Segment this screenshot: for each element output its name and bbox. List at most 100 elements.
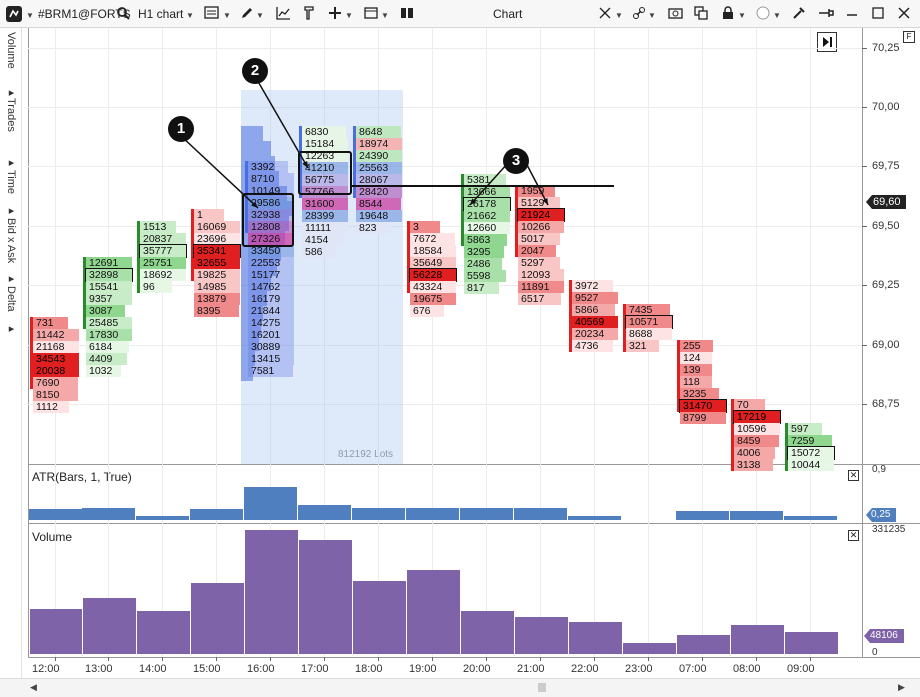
footprint-cell[interactable]: 8688 [626, 328, 672, 340]
footprint-cell[interactable]: 15184 [302, 138, 348, 150]
footprint-cell[interactable]: 7690 [33, 377, 78, 389]
footprint-cell[interactable]: 19648 [356, 210, 402, 222]
side-tab-delta[interactable]: Delta [5, 286, 17, 312]
footprint-cell[interactable]: 118 [680, 376, 712, 388]
footprint-cell[interactable]: 731 [33, 317, 68, 329]
side-tab-trades[interactable]: Trades [5, 98, 17, 132]
footprint-cell[interactable]: 33450 [248, 245, 294, 257]
side-tab-bidask[interactable]: Bid x Ask [5, 218, 17, 264]
crosshair-icon[interactable] [328, 6, 342, 22]
footprint-cell[interactable]: 10571 [625, 315, 673, 329]
footprint-cell[interactable]: 3235 [680, 388, 719, 400]
timeframe-selector[interactable]: H1 chart [138, 7, 184, 21]
footprint-cell[interactable]: 25563 [356, 162, 402, 174]
footprint-cell[interactable]: 676 [410, 305, 444, 317]
footprint-cell[interactable]: 139 [680, 364, 712, 376]
footprint-cell[interactable]: 12808 [248, 221, 294, 233]
footprint-cell[interactable]: 3138 [734, 459, 773, 471]
footprint-cell[interactable]: 16069 [194, 221, 240, 233]
horizontal-scrollbar[interactable]: ◀ ▶ [0, 678, 920, 697]
footprint-cell[interactable]: 1513 [140, 221, 176, 233]
footprint-cell[interactable]: 11891 [518, 281, 564, 293]
footprint-cell[interactable]: 15177 [248, 269, 294, 281]
footprint-cell[interactable]: 3087 [86, 305, 125, 317]
footprint-cell[interactable]: 14762 [248, 281, 294, 293]
footprint-cell[interactable]: 12691 [86, 257, 132, 269]
footprint-cell[interactable]: 6517 [518, 293, 561, 305]
footprint-cell[interactable]: 5863 [464, 234, 507, 246]
footprint-cell[interactable]: 586 [302, 246, 336, 258]
footprint-cell[interactable]: 25485 [86, 317, 132, 329]
close-icon[interactable] [898, 6, 910, 22]
footprint-cell[interactable]: 7672 [410, 233, 455, 245]
footprint-cell[interactable]: 255 [680, 340, 713, 352]
footprint-cell[interactable]: 5129 [518, 197, 560, 209]
footprint-cell[interactable]: 41210 [302, 162, 348, 174]
drawing-tools-icon[interactable] [598, 6, 612, 22]
footprint-cell[interactable]: 25751 [140, 257, 186, 269]
footprint-cell[interactable]: 18974 [356, 138, 402, 150]
footprint-cell[interactable]: 3972 [572, 280, 613, 292]
maximize-icon[interactable] [872, 6, 884, 22]
search-icon[interactable] [116, 6, 130, 22]
footprint-cell[interactable]: 70 [734, 399, 765, 411]
footprint-cell[interactable]: 7435 [626, 304, 670, 316]
footprint-cell[interactable]: 12263 [302, 150, 348, 162]
footprint-cell[interactable]: 10596 [734, 423, 780, 435]
footprint-cell[interactable]: 8459 [734, 435, 779, 447]
footprint-cell[interactable]: 24390 [356, 150, 402, 162]
footprint-cell[interactable]: 3 [410, 221, 440, 233]
footprint-cell[interactable]: 1112 [33, 401, 69, 413]
footprint-cell[interactable]: 15072 [787, 446, 835, 460]
footprint-cell[interactable]: 8648 [356, 126, 401, 138]
footprint-cell[interactable]: 43324 [410, 281, 456, 293]
footprint-cell[interactable]: 124 [680, 352, 712, 364]
footprint-cell[interactable]: 823 [356, 222, 391, 234]
footprint-cell[interactable]: 8395 [194, 305, 239, 317]
footprint-cell[interactable]: 20837 [140, 233, 186, 245]
footprint-cell[interactable]: 16201 [248, 329, 294, 341]
footprint-cell[interactable]: 28067 [356, 174, 402, 186]
footprint-cell[interactable]: 13666 [464, 186, 510, 198]
footprint-cell[interactable]: 19825 [194, 269, 240, 281]
book-icon[interactable] [400, 6, 414, 22]
footprint-cell[interactable]: 17830 [86, 329, 132, 341]
footprint-cell[interactable]: 40569 [572, 316, 618, 328]
footprint-cell[interactable]: 12093 [518, 269, 564, 281]
footprint-cell[interactable]: 32655 [194, 257, 240, 269]
footprint-cell[interactable]: 56228 [409, 268, 457, 282]
footprint-cell[interactable]: 9357 [86, 293, 132, 305]
footprint-cell[interactable]: 21662 [464, 210, 510, 222]
footprint-cell[interactable]: 321 [626, 340, 659, 352]
footprint-cell[interactable]: 10044 [788, 459, 834, 471]
footprint-cell[interactable]: 21844 [248, 305, 294, 317]
side-tab-volume[interactable]: Volume [5, 32, 17, 69]
footprint-cell[interactable]: 7259 [788, 435, 832, 447]
footprint-cell[interactable]: 11442 [33, 329, 79, 341]
scroll-right-icon[interactable]: ▶ [898, 682, 905, 692]
footprint-cell[interactable]: 31470 [679, 399, 727, 413]
tools-icon[interactable] [792, 6, 806, 22]
footprint-cell[interactable]: 13879 [194, 293, 240, 305]
chart-settings-button[interactable]: F [903, 31, 915, 43]
footprint-cell[interactable]: 14985 [194, 281, 240, 293]
symbol-selector[interactable]: #BRM1@FORTS [38, 7, 131, 21]
footprint-cell[interactable]: 28420 [356, 186, 402, 198]
footprint-cell[interactable]: 20038 [33, 365, 79, 377]
footprint-cell[interactable]: 5017 [518, 233, 560, 245]
footprint-cell[interactable]: 30889 [248, 341, 294, 353]
footprint-cell[interactable]: 6184 [86, 341, 129, 353]
footprint-cell[interactable]: 1 [194, 209, 224, 221]
footprint-cell[interactable]: 597 [788, 423, 822, 435]
footprint-cell[interactable]: 4154 [302, 234, 343, 246]
footprint-cell[interactable]: 6830 [302, 126, 346, 138]
footprint-cell[interactable]: 35777 [139, 244, 187, 258]
footprint-cell[interactable]: 5866 [572, 304, 615, 316]
timeframe-caret-icon[interactable]: ▼ [186, 11, 194, 20]
footprint-cell[interactable]: 21168 [33, 341, 79, 353]
footprint-cell[interactable]: 10266 [518, 221, 564, 233]
footprint-cell[interactable]: 4736 [572, 340, 613, 352]
footprint-cell[interactable]: 35341 [193, 244, 241, 258]
footprint-cell[interactable]: 31600 [302, 198, 348, 210]
footprint-cell[interactable]: 2047 [518, 245, 556, 257]
